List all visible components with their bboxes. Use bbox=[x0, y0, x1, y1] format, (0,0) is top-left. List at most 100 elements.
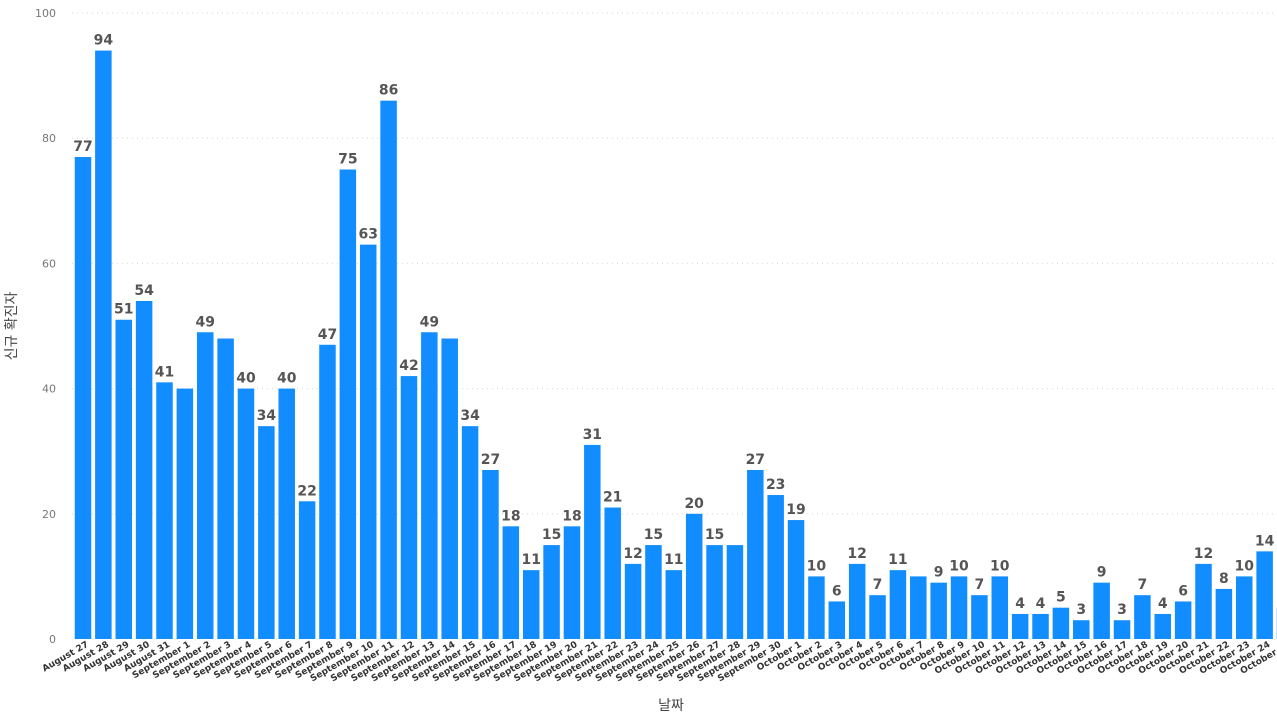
y-tick-label: 80 bbox=[42, 132, 56, 145]
data-label: 22 bbox=[297, 483, 316, 499]
data-label: 94 bbox=[94, 33, 114, 49]
bar[interactable] bbox=[278, 388, 295, 639]
data-label: 41 bbox=[155, 364, 174, 380]
bar[interactable] bbox=[74, 156, 92, 640]
data-label: 4 bbox=[1036, 596, 1046, 612]
bar[interactable] bbox=[1174, 601, 1192, 639]
data-label: 10 bbox=[1235, 558, 1255, 574]
bar[interactable] bbox=[1134, 595, 1151, 639]
bar[interactable] bbox=[930, 582, 947, 639]
data-label: 51 bbox=[114, 302, 133, 318]
bar[interactable] bbox=[747, 469, 764, 639]
bar[interactable] bbox=[889, 570, 907, 639]
bar[interactable] bbox=[991, 576, 1009, 639]
data-label: 3 bbox=[1117, 602, 1127, 618]
data-label: 34 bbox=[257, 408, 277, 424]
y-tick-label: 60 bbox=[42, 257, 56, 270]
data-label: 49 bbox=[420, 314, 439, 330]
bar[interactable] bbox=[522, 570, 540, 639]
data-label: 34 bbox=[460, 408, 480, 424]
data-label: 15 bbox=[644, 527, 663, 543]
bar[interactable] bbox=[1154, 613, 1172, 639]
data-label: 23 bbox=[766, 477, 785, 493]
bar[interactable] bbox=[808, 576, 825, 639]
data-label: 6 bbox=[1178, 583, 1188, 599]
data-label: 40 bbox=[236, 371, 256, 387]
bar[interactable] bbox=[706, 545, 723, 639]
y-axis-ticks: 0 20 40 60 80 100 bbox=[35, 7, 56, 646]
bar[interactable] bbox=[421, 332, 438, 639]
bar[interactable] bbox=[1195, 563, 1212, 639]
data-label: 54 bbox=[134, 283, 154, 299]
data-label: 77 bbox=[73, 139, 92, 155]
bar[interactable] bbox=[1011, 613, 1029, 639]
bar[interactable] bbox=[115, 319, 133, 639]
data-label: 15 bbox=[542, 527, 561, 543]
bar[interactable] bbox=[1215, 588, 1233, 639]
bar[interactable] bbox=[1236, 576, 1253, 639]
bar[interactable] bbox=[482, 469, 499, 639]
bar[interactable] bbox=[665, 570, 683, 639]
bar[interactable] bbox=[1052, 607, 1070, 639]
x-axis-title: 날짜 bbox=[658, 698, 684, 714]
bar[interactable] bbox=[176, 388, 194, 639]
data-label: 19 bbox=[786, 502, 805, 518]
bar[interactable] bbox=[563, 526, 581, 639]
bar[interactable] bbox=[237, 388, 255, 639]
bar[interactable] bbox=[400, 376, 418, 639]
bar[interactable] bbox=[298, 501, 316, 639]
bar[interactable] bbox=[359, 244, 377, 639]
bar[interactable] bbox=[787, 520, 805, 639]
bar[interactable] bbox=[971, 595, 988, 639]
data-label: 11 bbox=[888, 552, 907, 568]
bar[interactable] bbox=[584, 444, 601, 639]
bar[interactable] bbox=[95, 50, 112, 640]
bar[interactable] bbox=[543, 545, 560, 639]
y-tick-label: 100 bbox=[35, 7, 56, 20]
bar[interactable] bbox=[767, 495, 784, 639]
bar[interactable] bbox=[441, 338, 458, 639]
bar[interactable] bbox=[624, 563, 642, 639]
data-label: 3 bbox=[1076, 602, 1086, 618]
data-label: 18 bbox=[501, 508, 520, 524]
bar[interactable] bbox=[685, 513, 703, 639]
bar[interactable] bbox=[950, 576, 968, 639]
bar[interactable] bbox=[1113, 620, 1131, 639]
bar[interactable] bbox=[502, 526, 520, 639]
bar[interactable] bbox=[135, 300, 153, 639]
data-labels: 7794515441494034402247756386424934271811… bbox=[73, 33, 1275, 619]
data-label: 10 bbox=[949, 558, 969, 574]
data-label: 27 bbox=[481, 452, 500, 468]
bar[interactable] bbox=[1093, 582, 1110, 639]
data-label: 14 bbox=[1255, 533, 1275, 549]
data-label: 4 bbox=[1015, 596, 1025, 612]
bar[interactable] bbox=[156, 382, 173, 639]
data-label: 75 bbox=[338, 152, 357, 168]
bar[interactable] bbox=[1032, 613, 1049, 639]
bars bbox=[74, 50, 1277, 640]
bar[interactable] bbox=[645, 545, 662, 639]
bar[interactable] bbox=[319, 344, 336, 639]
bar[interactable] bbox=[196, 332, 214, 639]
bar[interactable] bbox=[461, 426, 479, 639]
data-label: 11 bbox=[664, 552, 683, 568]
y-tick-label: 40 bbox=[42, 383, 56, 396]
data-label: 12 bbox=[847, 546, 866, 562]
bar[interactable] bbox=[828, 601, 846, 639]
bar[interactable] bbox=[217, 338, 234, 639]
bar[interactable] bbox=[258, 426, 275, 639]
data-label: 86 bbox=[379, 83, 398, 99]
data-label: 7 bbox=[1138, 577, 1148, 593]
bar[interactable] bbox=[1256, 551, 1273, 639]
bar[interactable] bbox=[848, 563, 866, 639]
bar[interactable] bbox=[869, 595, 886, 639]
bar[interactable] bbox=[726, 545, 744, 639]
data-label: 9 bbox=[934, 565, 944, 581]
bar[interactable] bbox=[604, 507, 621, 639]
bar[interactable] bbox=[1073, 620, 1090, 639]
bar[interactable] bbox=[380, 100, 397, 639]
data-label: 8 bbox=[1219, 571, 1229, 587]
bar[interactable] bbox=[339, 169, 357, 640]
bar[interactable] bbox=[910, 576, 927, 639]
